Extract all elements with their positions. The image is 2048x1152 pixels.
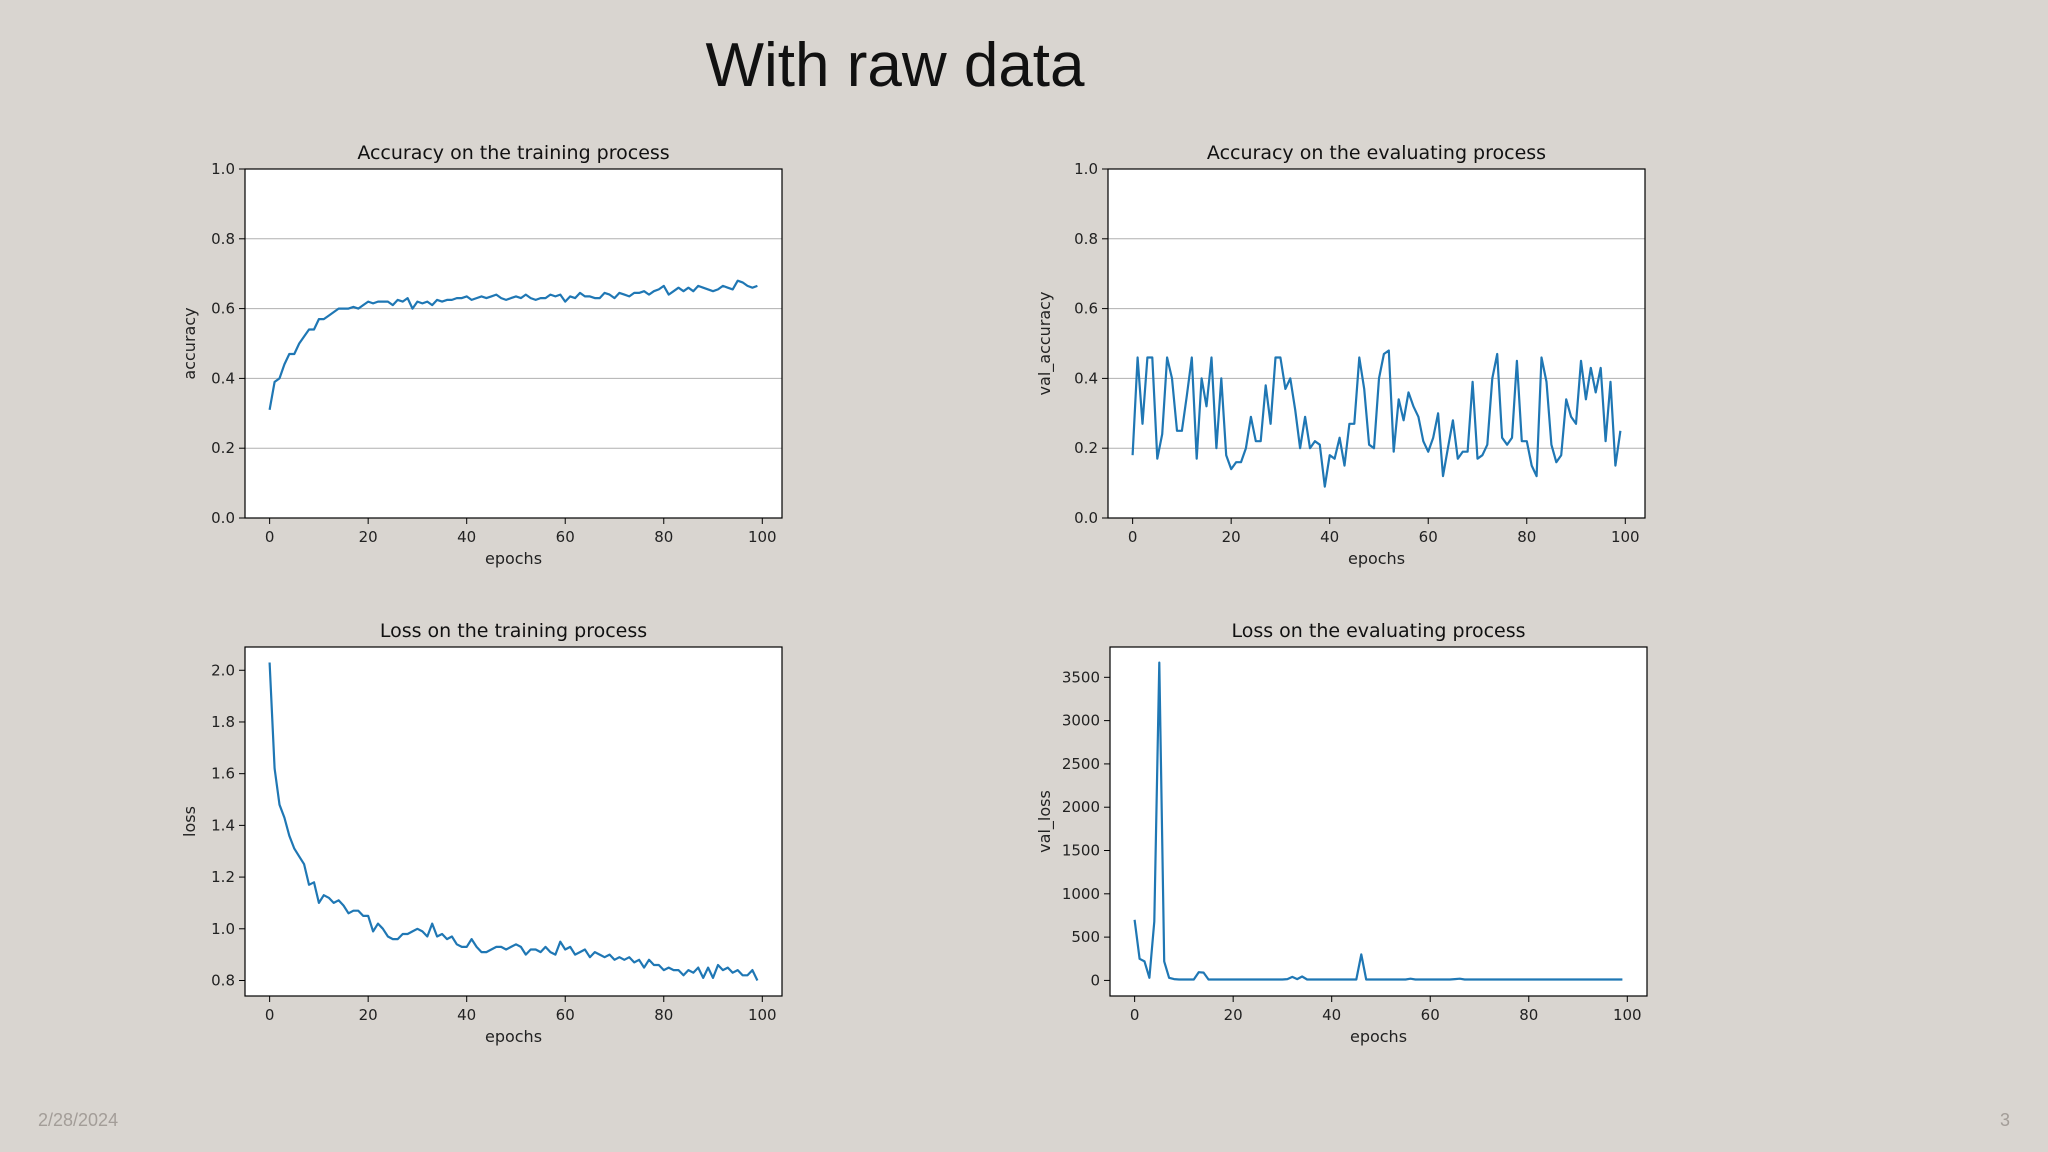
series-line [268, 279, 758, 410]
x-axis-label: epochs [1350, 1027, 1407, 1046]
y-tick-label: 1.0 [211, 920, 235, 938]
y-tick-label: 1.0 [211, 160, 235, 178]
x-tick-label: 60 [1421, 1006, 1440, 1024]
plot-area [245, 169, 782, 518]
y-tick-label: 1.6 [211, 765, 235, 783]
x-tick-label: 100 [1611, 528, 1640, 546]
y-tick-label: 0.6 [211, 300, 235, 318]
series-line [268, 662, 759, 981]
y-tick-label: 3500 [1062, 668, 1100, 686]
x-tick-label: 0 [265, 528, 275, 546]
x-axis-label: epochs [485, 549, 542, 568]
x-tick-label: 40 [1322, 1006, 1341, 1024]
plot-frame [244, 168, 783, 519]
y-tick-label: 1.8 [211, 713, 235, 731]
x-tick-label: 80 [1519, 1006, 1538, 1024]
plot-area [1108, 169, 1645, 518]
chart-train-accuracy: 0 20 40 60 80 100 0.0 0.2 0.4 0.6 0.8 1.0 Accuracy o… [180, 142, 783, 568]
y-tick-label: 0.2 [211, 439, 235, 457]
x-tick-label: 60 [556, 1006, 575, 1024]
y-tick-label: 3000 [1062, 712, 1100, 730]
x-tick-label: 40 [457, 1006, 476, 1024]
x-tick-label: 20 [1222, 528, 1241, 546]
x-axis-label: epochs [485, 1027, 542, 1046]
x-tick-label: 20 [359, 528, 378, 546]
y-tick-label: 0.8 [211, 230, 235, 248]
y-tick-label: 0.6 [1074, 300, 1098, 318]
y-tick-label: 0.8 [1074, 230, 1098, 248]
x-tick-label: 80 [654, 528, 673, 546]
x-tick-label: 60 [1419, 528, 1438, 546]
y-tick-label: 1500 [1062, 842, 1100, 860]
y-axis-label: loss [180, 806, 199, 837]
y-tick-label: 2500 [1062, 755, 1100, 773]
y-tick-label: 1.0 [1074, 160, 1098, 178]
x-tick-label: 40 [1320, 528, 1339, 546]
x-axis-label: epochs [1348, 549, 1405, 568]
y-axis-label: val_loss [1035, 790, 1055, 853]
chart-title: Loss on the evaluating process [1231, 620, 1525, 642]
y-tick-label: 1.2 [211, 868, 235, 886]
plot-area [1110, 647, 1647, 996]
y-tick-label: 2000 [1062, 798, 1100, 816]
y-tick-label: 500 [1071, 928, 1100, 946]
x-tick-label: 100 [748, 528, 777, 546]
chart-title: Accuracy on the evaluating process [1207, 142, 1546, 164]
y-tick-label: 0.8 [211, 971, 235, 989]
y-tick-label: 0.0 [211, 509, 235, 527]
chart-val-loss: 0 20 40 60 80 1000500100015002000250030003500… [1035, 620, 1648, 1046]
chart-title: Accuracy on the training process [357, 142, 669, 164]
x-tick-label: 100 [1613, 1006, 1642, 1024]
plot-frame [244, 646, 783, 997]
y-axis-label: accuracy [180, 307, 199, 379]
x-tick-label: 100 [748, 1006, 777, 1024]
series-line [1131, 349, 1622, 488]
y-tick-label: 0.4 [1074, 369, 1098, 387]
series-line [1133, 661, 1623, 981]
x-tick-label: 80 [1517, 528, 1536, 546]
plot-area [245, 647, 782, 996]
chart-title: Loss on the training process [380, 620, 647, 642]
y-tick-label: 0.2 [1074, 439, 1098, 457]
x-tick-label: 0 [265, 1006, 275, 1024]
chart-val-accuracy: 0 20 40 60 80 100 0.0 0.2 0.4 0.6 0.8 1.0 Accuracy o… [1035, 142, 1646, 568]
plot-frame [1107, 168, 1646, 519]
x-tick-label: 0 [1130, 1006, 1140, 1024]
y-tick-label: 1000 [1062, 885, 1100, 903]
x-tick-label: 20 [359, 1006, 378, 1024]
x-tick-label: 20 [1224, 1006, 1243, 1024]
plot-frame [1109, 646, 1648, 997]
y-axis-label: val_accuracy [1035, 292, 1055, 396]
x-tick-label: 80 [654, 1006, 673, 1024]
x-tick-label: 0 [1128, 528, 1138, 546]
y-tick-label: 1.4 [211, 816, 235, 834]
slide-date: 2/28/2024 [38, 1110, 119, 1130]
y-tick-label: 0.4 [211, 369, 235, 387]
x-tick-label: 60 [556, 528, 575, 546]
y-tick-label: 2.0 [211, 661, 235, 679]
y-tick-label: 0.0 [1074, 509, 1098, 527]
y-tick-label: 0 [1090, 971, 1100, 989]
slide-title: With raw data [705, 31, 1085, 100]
chart-train-loss: 0 20 40 60 80 100 0.8 1.0 1.2 1.4 1.6 1.8 2.0 Loss on… [180, 620, 783, 1046]
x-tick-label: 40 [457, 528, 476, 546]
page-number: 3 [1999, 1110, 2010, 1130]
